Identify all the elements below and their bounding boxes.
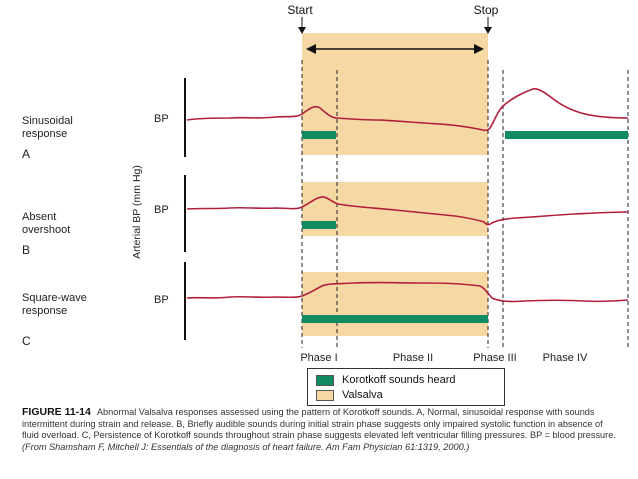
panel-a-letter: A xyxy=(22,147,30,161)
panel-b-name-1: Absent xyxy=(22,211,56,223)
legend: Korotkoff sounds heard Valsalva xyxy=(307,368,505,406)
korotkoff-bar-c-strain xyxy=(302,315,488,323)
panel-c-name-2: response xyxy=(22,305,67,317)
phase-label-3: Phase III xyxy=(473,352,516,364)
bp-trace-c xyxy=(186,281,629,303)
valsalva-band-bottom xyxy=(302,272,488,336)
phase-label-4: Phase IV xyxy=(543,352,588,364)
duration-arrow-right-head xyxy=(474,44,484,54)
bp-label-c: BP xyxy=(154,294,169,306)
panel-a-name-2: response xyxy=(22,128,67,140)
panel-b-letter: B xyxy=(22,243,30,257)
caption-text: Abnormal Valsalva responses assessed usi… xyxy=(22,407,616,441)
phase-label-1: Phase I xyxy=(300,352,337,364)
panel-b-name-2: overshoot xyxy=(22,224,70,236)
bp-label-a: BP xyxy=(154,113,169,125)
caption-citation: (From Shamsham F, Mitchell J: Essentials… xyxy=(22,441,470,452)
figure-caption: FIGURE 11-14 Abnormal Valsalva responses… xyxy=(22,406,622,453)
stop-arrow-head xyxy=(484,27,492,34)
start-arrow-head xyxy=(298,27,306,34)
panel-c-name-1: Square-wave xyxy=(22,292,87,304)
legend-korotkoff-label: Korotkoff sounds heard xyxy=(342,374,456,386)
legend-valsalva-label: Valsalva xyxy=(342,389,383,401)
korotkoff-swatch xyxy=(316,374,334,386)
korotkoff-bar-a-phase4 xyxy=(505,131,628,139)
panel-a-name-1: Sinusoidal xyxy=(22,115,73,127)
panel-c-letter: C xyxy=(22,334,31,348)
legend-item-korotkoff: Korotkoff sounds heard xyxy=(316,374,456,386)
bp-trace-b xyxy=(186,196,629,226)
duration-arrow-left-head xyxy=(306,44,316,54)
start-label: Start xyxy=(287,3,313,17)
legend-item-valsalva: Valsalva xyxy=(316,389,383,401)
phase-label-2: Phase II xyxy=(393,352,433,364)
y-axis-label: Arterial BP (mm Hg) xyxy=(131,165,143,259)
stop-label: Stop xyxy=(474,3,499,17)
korotkoff-bar-b-phase1 xyxy=(302,221,336,229)
korotkoff-bar-a-phase1 xyxy=(302,131,336,139)
bp-trace-a xyxy=(186,88,629,132)
bp-label-b: BP xyxy=(154,204,169,216)
caption-heading: FIGURE 11-14 xyxy=(22,406,91,418)
valsalva-swatch xyxy=(316,389,334,401)
